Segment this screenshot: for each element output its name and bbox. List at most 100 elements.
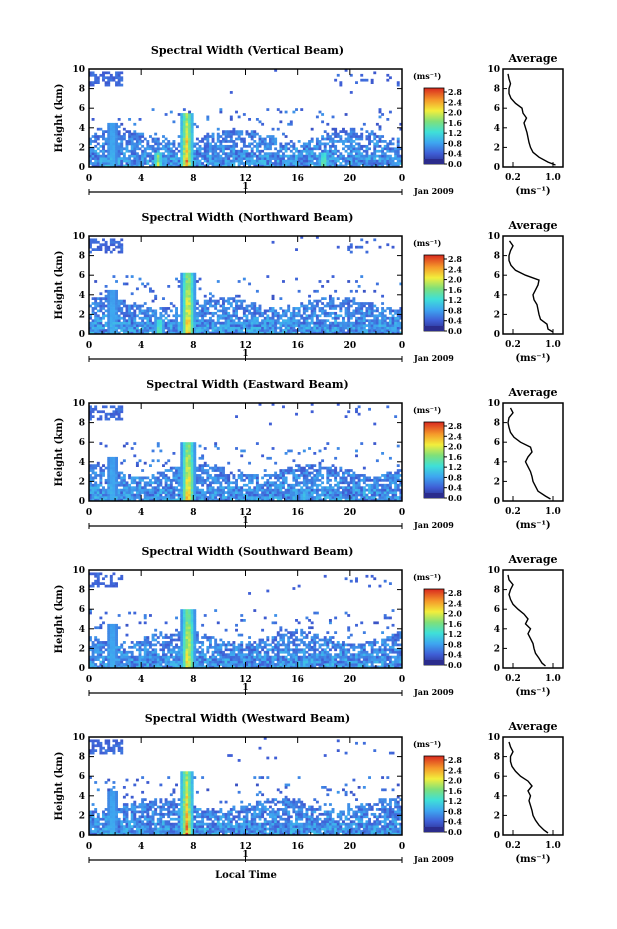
heatmap-cell [235,486,238,490]
heatmap-cell [334,476,338,480]
heatmap-cell [318,496,322,499]
heatmap-cell [282,157,285,160]
heatmap-cell [362,466,366,470]
heatmap-cell [190,329,194,332]
heatmap-cell [373,132,377,136]
heatmap-cell [287,162,291,165]
heatmap-cell [164,154,168,158]
heatmap-cell [89,660,92,664]
heatmap-cell [229,329,233,332]
heatmap-cell [193,316,197,320]
heatmap-cell [193,292,197,296]
colorbar-tick-label: 2.4 [448,264,462,274]
average-title: Average [507,219,557,232]
heatmap-cell [159,321,163,325]
heatmap-cell [375,491,379,494]
heatmap-cell [148,157,152,160]
heatmap-cell [182,297,186,300]
heatmap-cell [185,297,189,300]
heatmap-cell [180,331,184,334]
heatmap-cell [240,299,244,303]
heatmap-cell [151,496,155,499]
heatmap-cell [342,329,345,332]
heatmap-cell [271,488,275,492]
heatmap-cell [94,140,98,143]
average-y-tick-label: 0 [494,330,500,340]
heatmap-cell [321,157,325,160]
heatmap-cell [399,488,402,492]
heatmap-cell [201,157,205,160]
heatmap-cell [146,140,150,143]
heatmap-cell [313,307,317,310]
heatmap-cell [342,478,345,482]
heatmap-cell [154,162,158,165]
heatmap-cell [154,159,158,163]
heatmap-cell [347,326,351,330]
heatmap-cell [175,152,178,156]
heatmap-cell [305,326,309,330]
heatmap-cell [201,496,205,499]
heatmap-cell [115,137,118,141]
heatmap-cell [396,314,400,318]
heatmap-cell [99,466,103,470]
heatmap-cell [229,140,233,143]
heatmap-cell [383,493,387,497]
heatmap-cell [107,321,111,325]
heatmap-cell [271,326,275,330]
heatmap-cell [394,481,398,485]
heatmap-cell [321,297,325,300]
heatmap-cell [143,309,147,313]
heatmap-cell [365,147,369,151]
heatmap-cell [295,481,298,485]
heatmap-cell [172,329,176,332]
heatmap-cell [159,326,163,330]
heatmap-cell [258,137,262,141]
heatmap-cell [373,483,377,487]
heatmap-cell [135,496,139,499]
heatmap-cell [297,491,301,494]
heatmap-cell [282,147,285,151]
heatmap-cell [107,149,111,153]
heatmap-cell [310,483,314,487]
heatmap-cell [375,326,379,330]
heatmap-cell [91,307,95,310]
heatmap-cell [143,314,147,318]
heatmap-cell [336,493,340,497]
heatmap-cell [117,493,121,497]
heatmap-cell [154,157,158,160]
heatmap-cell [125,311,129,315]
heatmap-cell [102,641,105,644]
heatmap-cell [143,488,147,492]
heatmap-cell [396,488,400,492]
heatmap-cell [344,496,348,499]
heatmap-cell [203,481,207,485]
y-tick-label: 10 [72,232,85,242]
heatmap-cell [224,321,228,325]
heatmap-cell [214,466,218,470]
heatmap-cell [242,498,246,501]
heatmap-cell [96,658,100,661]
heatmap-cell [208,159,212,163]
heatmap-cell [99,162,103,165]
heatmap-cell [347,248,351,251]
heatmap-cell [344,478,348,482]
heatmap-cell [357,331,361,334]
heatmap-cell [266,275,270,278]
heatmap-cell [396,474,400,477]
heatmap-cell [185,122,189,126]
heatmap-cell [125,486,129,490]
heatmap-cell [368,326,371,330]
heatmap-cell [248,329,252,332]
heatmap-cell [266,481,270,485]
heatmap-cell [120,144,124,148]
heatmap-cell [224,147,228,151]
heatmap-cell [383,496,387,499]
heatmap-cell [279,326,283,330]
heatmap-cell [391,476,395,480]
heatmap-cell [222,164,225,167]
heatmap-cell [375,159,379,163]
heatmap-cell [89,648,92,652]
average-frame [502,68,564,168]
heatmap-cell [235,491,238,494]
heatmap-cell [141,326,145,330]
